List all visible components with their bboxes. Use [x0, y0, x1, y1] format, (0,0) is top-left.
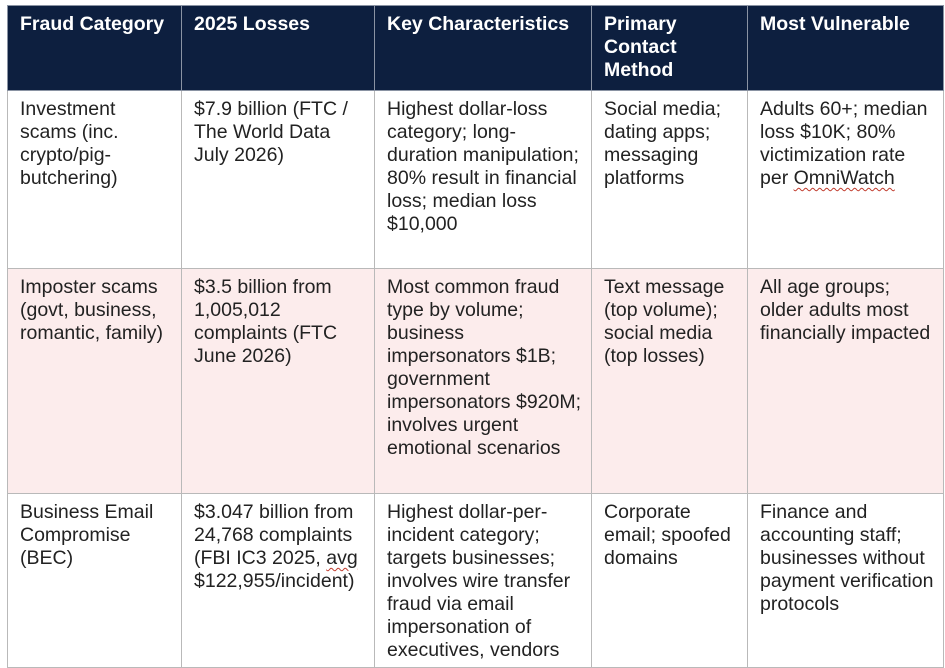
- cell-category: Investment scams (inc. crypto/pig-butche…: [7, 90, 182, 269]
- cell-contact-method: Social media; dating apps; messaging pla…: [591, 90, 748, 269]
- cell-contact-method: Text message (top volume); social media …: [591, 268, 748, 494]
- table-row: Business Email Compromise (BEC) $3.047 b…: [7, 493, 944, 668]
- cell-most-vulnerable: All age groups; older adults most financ…: [747, 268, 944, 494]
- header-most-vulnerable: Most Vulnerable: [747, 5, 944, 91]
- spellcheck-flagged-word: avg: [326, 547, 358, 569]
- cell-losses: $3.5 billion from 1,005,012 complaints (…: [181, 268, 375, 494]
- header-2025-losses: 2025 Losses: [181, 5, 375, 91]
- cell-text: $3.047 billion from 24,768 complaints (F…: [194, 501, 354, 569]
- cell-most-vulnerable: Adults 60+; median loss $10K; 80% victim…: [747, 90, 944, 269]
- cell-contact-method: Corporate email; spoofed domains: [591, 493, 748, 668]
- spellcheck-flagged-word: OmniWatch: [793, 167, 895, 189]
- table-header-row: Fraud Category 2025 Losses Key Character…: [7, 5, 944, 91]
- fraud-category-table: Fraud Category 2025 Losses Key Character…: [7, 5, 944, 668]
- cell-category: Business Email Compromise (BEC): [7, 493, 182, 668]
- table-row: Imposter scams (govt, business, romantic…: [7, 268, 944, 494]
- cell-category: Imposter scams (govt, business, romantic…: [7, 268, 182, 494]
- header-primary-contact-method: Primary Contact Method: [591, 5, 748, 91]
- cell-characteristics: Most common fraud type by volume; busine…: [374, 268, 592, 494]
- cell-losses: $3.047 billion from 24,768 complaints (F…: [181, 493, 375, 668]
- cell-losses: $7.9 billion (FTC / The World Data July …: [181, 90, 375, 269]
- header-fraud-category: Fraud Category: [7, 5, 182, 91]
- cell-characteristics: Highest dollar-per-incident category; ta…: [374, 493, 592, 668]
- table-row: Investment scams (inc. crypto/pig-butche…: [7, 90, 944, 269]
- cell-text: $122,955/incident): [194, 570, 355, 592]
- header-key-characteristics: Key Characteristics: [374, 5, 592, 91]
- cell-text: Adults 60+; median loss $10K; 80% victim…: [760, 98, 928, 189]
- cell-characteristics: Highest dollar-loss category; long-durat…: [374, 90, 592, 269]
- cell-most-vulnerable: Finance and accounting staff; businesses…: [747, 493, 944, 668]
